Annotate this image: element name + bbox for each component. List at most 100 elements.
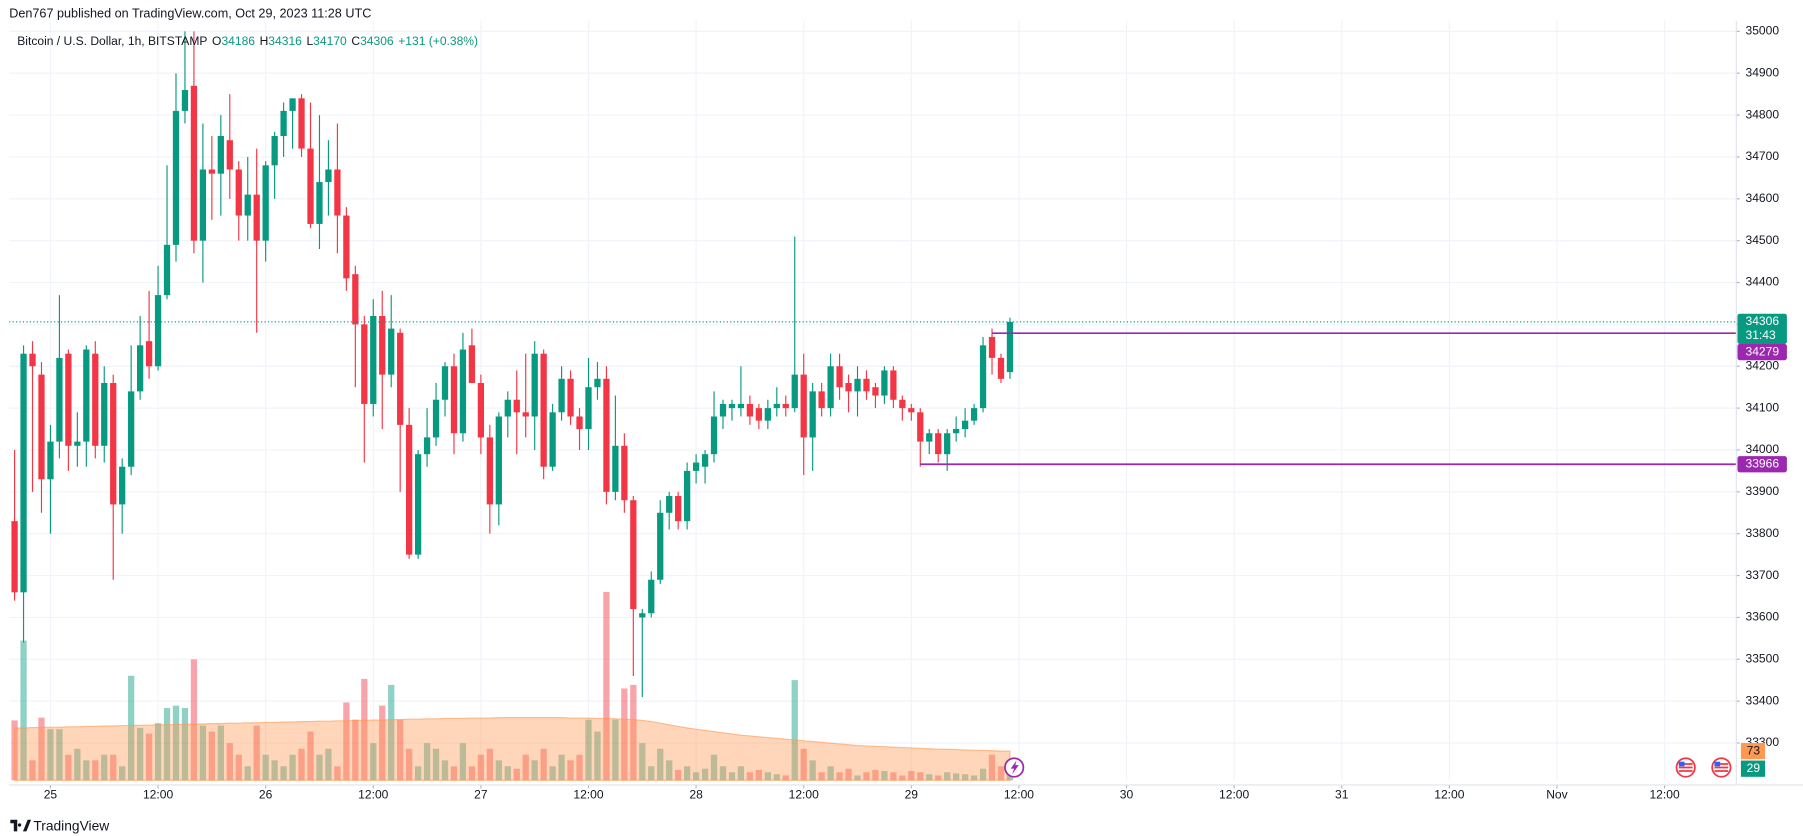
volume-bar xyxy=(970,775,978,781)
volume-bar xyxy=(558,754,565,781)
volume-bar xyxy=(692,772,700,781)
candle-body xyxy=(343,215,350,279)
volume-bar xyxy=(944,772,951,781)
candle-body xyxy=(997,357,1005,379)
candle-body xyxy=(791,374,798,409)
logo-mark xyxy=(10,819,32,832)
volume-bar xyxy=(397,719,404,781)
candle-body xyxy=(648,579,655,614)
candle-body xyxy=(881,370,888,396)
volume-bar xyxy=(818,772,825,781)
volume-bar xyxy=(504,766,511,781)
volume-bar xyxy=(863,772,870,781)
candle-body xyxy=(576,416,583,430)
candle-body xyxy=(92,353,99,446)
symbol-title: Bitcoin / U.S. Dollar, 1h, BITSTAMP xyxy=(17,34,207,48)
candle-body xyxy=(890,370,897,400)
candle-body xyxy=(567,378,574,417)
y-tick-label: 34700 xyxy=(1746,149,1780,163)
candle-body xyxy=(854,378,861,392)
candle-body xyxy=(414,454,422,555)
volume-bar xyxy=(468,766,476,781)
volume-ma-box xyxy=(1740,743,1766,760)
flag-icon[interactable] xyxy=(1711,757,1732,778)
x-tick-label: 12:00 xyxy=(1219,788,1249,802)
volume-bar xyxy=(603,591,610,781)
plot-layer: 3330033400335003360033700338003390034000… xyxy=(9,24,1787,802)
candle-body xyxy=(163,244,171,296)
volume-bar xyxy=(486,748,493,781)
brand-name[interactable]: TradingView xyxy=(33,817,110,833)
volume-bar xyxy=(441,760,449,781)
volume-label: 29 xyxy=(1747,761,1761,775)
candle-body xyxy=(603,378,610,492)
volume-bar xyxy=(872,769,879,781)
volume-bar xyxy=(56,729,63,781)
y-tick-label: 34600 xyxy=(1746,191,1780,205)
volume-bar xyxy=(83,760,90,781)
candle-body xyxy=(83,349,90,442)
legend-value: 34316 xyxy=(268,34,302,48)
flag-icon[interactable] xyxy=(1675,757,1696,778)
candle-body xyxy=(226,140,233,170)
volume-bar xyxy=(244,766,251,781)
candle-body xyxy=(316,182,323,224)
candle-body xyxy=(504,399,511,417)
volume-bar xyxy=(217,725,224,781)
volume-bar xyxy=(764,772,771,781)
candle-body xyxy=(307,148,314,224)
candle-body xyxy=(522,412,529,417)
volume-bar xyxy=(997,766,1005,781)
volume-bar xyxy=(988,754,996,781)
candle-body xyxy=(594,378,601,388)
volume-bar xyxy=(38,717,45,781)
candle-body xyxy=(352,274,359,325)
volume-bar xyxy=(226,743,233,781)
volume-bar xyxy=(585,719,592,781)
volume-bar xyxy=(630,684,637,781)
volume-bar xyxy=(683,766,691,781)
volume-bar xyxy=(459,743,467,781)
candle-body xyxy=(423,437,431,455)
legend-change: +131 (+0.38%) xyxy=(398,34,478,48)
volume-bar xyxy=(110,754,117,781)
candle-body xyxy=(325,169,332,183)
volume-bar xyxy=(881,771,888,781)
volume-bar xyxy=(145,733,153,781)
volume-bar xyxy=(935,775,942,781)
last-price-label: 34306 xyxy=(1746,314,1780,328)
candle-body xyxy=(728,403,736,409)
volume-bar xyxy=(74,748,81,781)
candle-body xyxy=(271,136,278,166)
x-tick-label: 12:00 xyxy=(1004,788,1034,802)
level-label: 33966 xyxy=(1746,456,1780,470)
candle-body xyxy=(145,341,153,367)
volume-bar xyxy=(280,766,287,781)
candle-body xyxy=(208,169,215,174)
volume-bar xyxy=(800,748,807,781)
volume-bar xyxy=(47,729,54,781)
volume-bar xyxy=(917,772,924,781)
x-tick-label: 31 xyxy=(1335,788,1349,802)
volume-bar xyxy=(746,772,754,781)
candle-body xyxy=(944,433,951,455)
volume-bar xyxy=(576,754,583,781)
brand-logo[interactable]: TradingView xyxy=(10,817,110,833)
volume-bar xyxy=(235,754,242,781)
candle-body xyxy=(773,403,780,409)
candle-body xyxy=(65,353,72,446)
volume-bar xyxy=(208,731,215,781)
volume-bar xyxy=(666,760,673,781)
events-icon[interactable] xyxy=(1004,757,1025,778)
candle-body xyxy=(782,403,789,409)
volume-bar xyxy=(154,723,162,781)
last-price-box xyxy=(1737,313,1787,344)
candle-body xyxy=(154,295,162,367)
volume-bar xyxy=(101,754,108,781)
candle-body xyxy=(370,316,377,404)
candle-body xyxy=(692,462,700,471)
volume-bar xyxy=(289,754,296,781)
volume-bar xyxy=(827,766,834,781)
grid-layer xyxy=(9,20,1737,781)
